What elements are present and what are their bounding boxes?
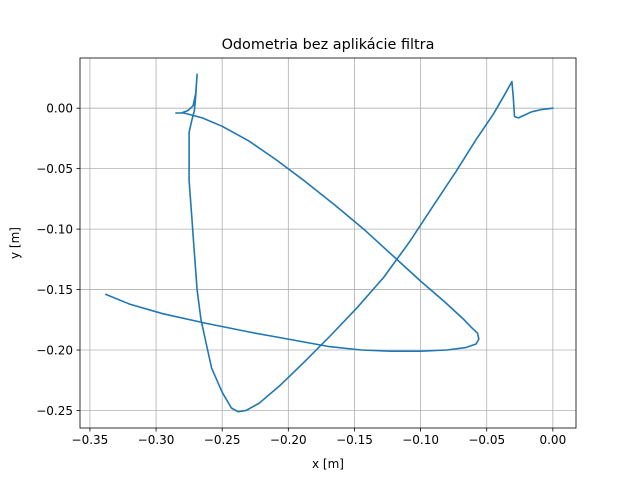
- y-tick-label: −0.20: [36, 343, 73, 357]
- y-axis-label: y [m]: [8, 227, 22, 259]
- x-axis-ticks: −0.35 −0.30 −0.25 −0.20 −0.15 −0.10 −0.05 0.00: [72, 428, 566, 447]
- plot-frame: [79, 57, 577, 429]
- x-tick-label: −0.15: [336, 433, 373, 447]
- y-tick-label: −0.05: [36, 162, 73, 176]
- series-line-odometria: [105, 73, 554, 413]
- y-tick-label: −0.25: [36, 404, 73, 418]
- y-tick-label: −0.10: [36, 222, 73, 236]
- x-tick-label: 0.00: [539, 433, 566, 447]
- x-tick-label: −0.20: [270, 433, 307, 447]
- series-layer: [105, 73, 554, 413]
- x-tick-label: −0.25: [204, 433, 241, 447]
- x-tick-label: −0.35: [72, 433, 109, 447]
- x-axis-label: x [m]: [312, 457, 344, 471]
- y-tick-label: 0.00: [46, 101, 73, 115]
- x-tick-label: −0.30: [138, 433, 175, 447]
- chart-title: Odometria bez aplikácie filtra: [222, 37, 435, 53]
- x-tick-label: −0.05: [468, 433, 505, 447]
- y-axis-ticks: −0.25 −0.20 −0.15 −0.10 −0.05 0.00: [36, 101, 80, 418]
- grid: [80, 58, 576, 428]
- y-tick-label: −0.15: [36, 283, 73, 297]
- x-tick-label: −0.10: [402, 433, 439, 447]
